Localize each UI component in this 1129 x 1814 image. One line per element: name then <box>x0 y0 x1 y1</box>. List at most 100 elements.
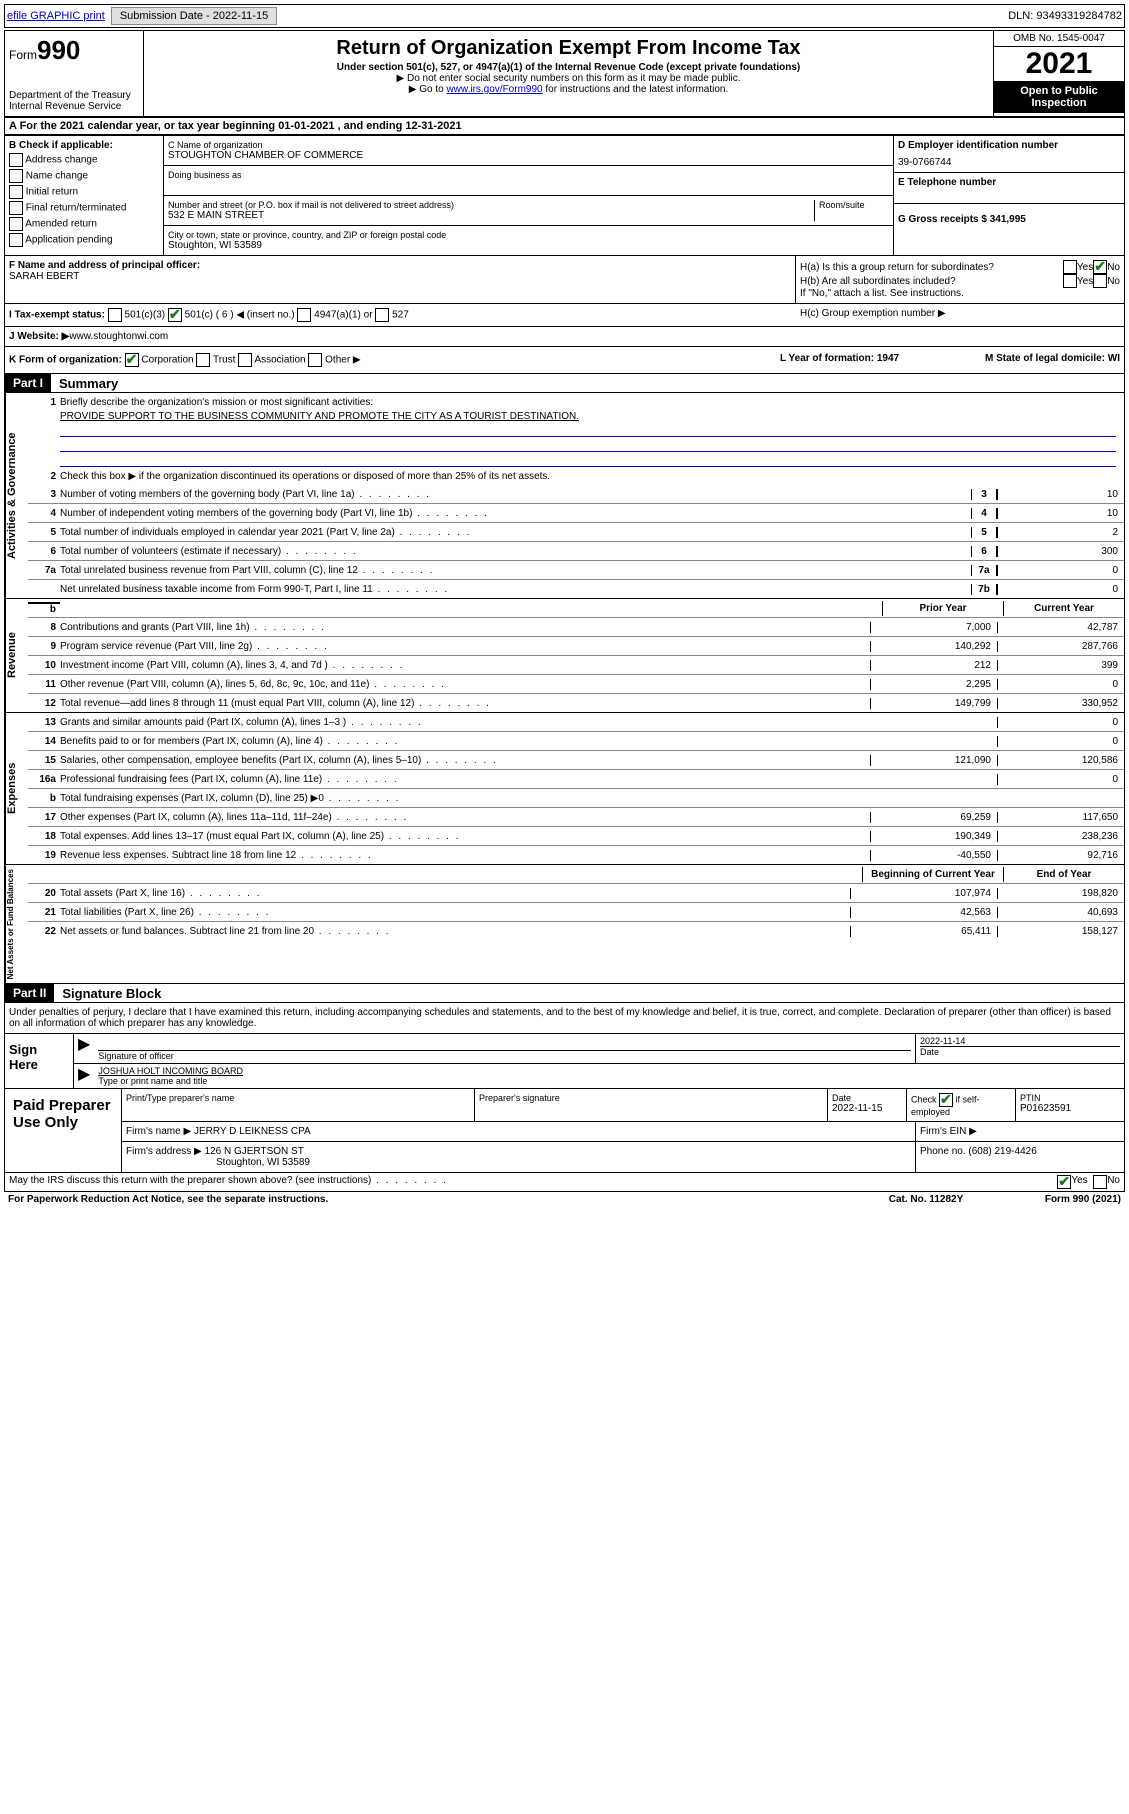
side-governance: Activities & Governance <box>5 393 28 598</box>
summary-line: 13Grants and similar amounts paid (Part … <box>28 713 1124 732</box>
f-label: F Name and address of principal officer: <box>9 260 791 271</box>
firm-address: 126 N GJERTSON ST <box>205 1146 304 1157</box>
dba-label: Doing business as <box>168 170 889 180</box>
address-label: Number and street (or P.O. box if mail i… <box>168 200 814 210</box>
lbl-501c3: 501(c)(3) <box>125 310 166 321</box>
chk-other[interactable] <box>308 353 322 367</box>
ha-label: H(a) Is this a group return for subordin… <box>800 262 1063 273</box>
ha-no-label: No <box>1107 262 1120 273</box>
hb-no-label: No <box>1107 276 1120 287</box>
dln-label: DLN: 93493319284782 <box>1008 10 1122 22</box>
lbl-amended-return: Amended return <box>25 219 97 230</box>
form-title: Return of Organization Exempt From Incom… <box>148 37 989 60</box>
ein-label: D Employer identification number <box>898 140 1120 151</box>
dept-label: Department of the Treasury <box>9 90 139 101</box>
lbl-association: Association <box>254 355 305 366</box>
chk-corporation[interactable] <box>125 353 139 367</box>
form-footer: Form 990 (2021) <box>1001 1194 1121 1205</box>
discuss-label: May the IRS discuss this return with the… <box>9 1175 1057 1189</box>
chk-name-change[interactable] <box>9 169 23 183</box>
lbl-corporation: Corporation <box>141 355 193 366</box>
summary-line: 12Total revenue—add lines 8 through 11 (… <box>28 694 1124 712</box>
beginning-year-header: Beginning of Current Year <box>862 867 1003 882</box>
chk-501c[interactable] <box>168 308 182 322</box>
part1-title: Summary <box>51 376 118 391</box>
ha-no-checkbox[interactable] <box>1093 260 1107 274</box>
firm-address-label: Firm's address ▶ <box>126 1146 202 1157</box>
sign-here-block: Sign Here ▶ Signature of officer 2022-11… <box>4 1034 1125 1089</box>
header-right: OMB No. 1545-0047 2021 Open to Public In… <box>993 30 1125 117</box>
chk-address-change[interactable] <box>9 153 23 167</box>
principal-officer: SARAH EBERT <box>9 271 791 282</box>
summary-line: 7aTotal unrelated business revenue from … <box>28 561 1124 580</box>
row-j: J Website: ▶ www.stoughtonwi.com <box>4 327 1125 347</box>
phone-label: E Telephone number <box>898 177 1120 188</box>
firm-name: JERRY D LEIKNESS CPA <box>194 1126 311 1137</box>
side-revenue: Revenue <box>5 599 28 712</box>
summary-line: 20Total assets (Part X, line 16)107,9741… <box>28 884 1124 903</box>
mission-text: PROVIDE SUPPORT TO THE BUSINESS COMMUNIT… <box>60 411 1116 422</box>
preparer-sig-label: Preparer's signature <box>479 1093 823 1103</box>
open-public-badge: Open to Public Inspection <box>994 81 1124 113</box>
m-label: M State of legal domicile: WI <box>985 353 1120 364</box>
chk-self-employed[interactable] <box>939 1093 953 1107</box>
chk-application-pending[interactable] <box>9 233 23 247</box>
gross-receipts: G Gross receipts $ 341,995 <box>898 214 1120 225</box>
discuss-yes-checkbox[interactable] <box>1057 1175 1071 1189</box>
hb-yes-checkbox[interactable] <box>1063 274 1077 288</box>
submission-date-button[interactable]: Submission Date - 2022-11-15 <box>111 7 277 25</box>
chk-association[interactable] <box>238 353 252 367</box>
lbl-527: 527 <box>392 310 409 321</box>
discuss-yes-label: Yes <box>1071 1175 1087 1189</box>
hb-no-checkbox[interactable] <box>1093 274 1107 288</box>
section-revenue: Revenue b Prior Year Current Year 8Contr… <box>4 599 1125 713</box>
chk-501c3[interactable] <box>108 308 122 322</box>
penalty-statement: Under penalties of perjury, I declare th… <box>4 1003 1125 1034</box>
chk-trust[interactable] <box>196 353 210 367</box>
chk-amended-return[interactable] <box>9 217 23 231</box>
summary-line: 15Salaries, other compensation, employee… <box>28 751 1124 770</box>
row-fh: F Name and address of principal officer:… <box>4 256 1125 304</box>
section-governance: Activities & Governance 1 Briefly descri… <box>4 393 1125 599</box>
row-klm: K Form of organization: Corporation Trus… <box>4 347 1125 374</box>
discuss-row: May the IRS discuss this return with the… <box>4 1173 1125 1192</box>
chk-527[interactable] <box>375 308 389 322</box>
summary-line: 4Number of independent voting members of… <box>28 504 1124 523</box>
chk-final-return[interactable] <box>9 201 23 215</box>
firm-phone: Phone no. (608) 219-4426 <box>916 1142 1124 1172</box>
chk-initial-return[interactable] <box>9 185 23 199</box>
summary-line: 21Total liabilities (Part X, line 26)42,… <box>28 903 1124 922</box>
summary-line: 8Contributions and grants (Part VIII, li… <box>28 618 1124 637</box>
lbl-trust: Trust <box>213 355 235 366</box>
form-word: Form <box>9 48 37 62</box>
note-goto-a: ▶ Go to <box>409 84 447 95</box>
ha-yes-checkbox[interactable] <box>1063 260 1077 274</box>
section-net-assets: Net Assets or Fund Balances Beginning of… <box>4 865 1125 984</box>
hb-yes-label: Yes <box>1077 276 1093 287</box>
ptin-label: PTIN <box>1020 1093 1120 1103</box>
officer-name: JOSHUA HOLT INCOMING BOARD <box>98 1066 1120 1076</box>
ptin-value: P01623591 <box>1020 1103 1120 1114</box>
current-year-header: Current Year <box>1003 601 1124 616</box>
part2-num: Part II <box>5 984 54 1002</box>
lbl-address-change: Address change <box>25 155 97 166</box>
summary-line: 18Total expenses. Add lines 13–17 (must … <box>28 827 1124 846</box>
note-goto-b: for instructions and the latest informat… <box>543 84 729 95</box>
hc-label: H(c) Group exemption number ▶ <box>800 308 1120 322</box>
efile-link[interactable]: efile GRAPHIC print <box>7 10 105 22</box>
discuss-no-checkbox[interactable] <box>1093 1175 1107 1189</box>
irs-link[interactable]: www.irs.gov/Form990 <box>446 84 542 95</box>
footer-final: For Paperwork Reduction Act Notice, see … <box>4 1192 1125 1207</box>
cat-number: Cat. No. 11282Y <box>851 1194 1001 1205</box>
city-value: Stoughton, WI 53589 <box>168 240 889 251</box>
header-mid: Return of Organization Exempt From Incom… <box>144 30 993 117</box>
org-name: STOUGHTON CHAMBER OF COMMERCE <box>168 150 889 161</box>
signature-label: Signature of officer <box>98 1051 911 1061</box>
arrow-icon: ▶ <box>74 1034 94 1063</box>
firm-address2: Stoughton, WI 53589 <box>126 1157 911 1168</box>
summary-line: 16aProfessional fundraising fees (Part I… <box>28 770 1124 789</box>
lbl-application-pending: Application pending <box>25 235 112 246</box>
summary-line: bTotal fundraising expenses (Part IX, co… <box>28 789 1124 808</box>
chk-4947[interactable] <box>297 308 311 322</box>
hb-label: H(b) Are all subordinates included? <box>800 276 1063 287</box>
